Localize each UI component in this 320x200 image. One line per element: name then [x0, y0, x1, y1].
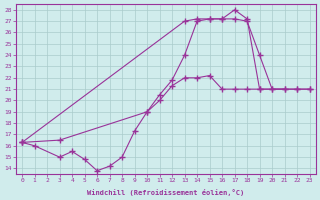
X-axis label: Windchill (Refroidissement éolien,°C): Windchill (Refroidissement éolien,°C) — [87, 189, 244, 196]
